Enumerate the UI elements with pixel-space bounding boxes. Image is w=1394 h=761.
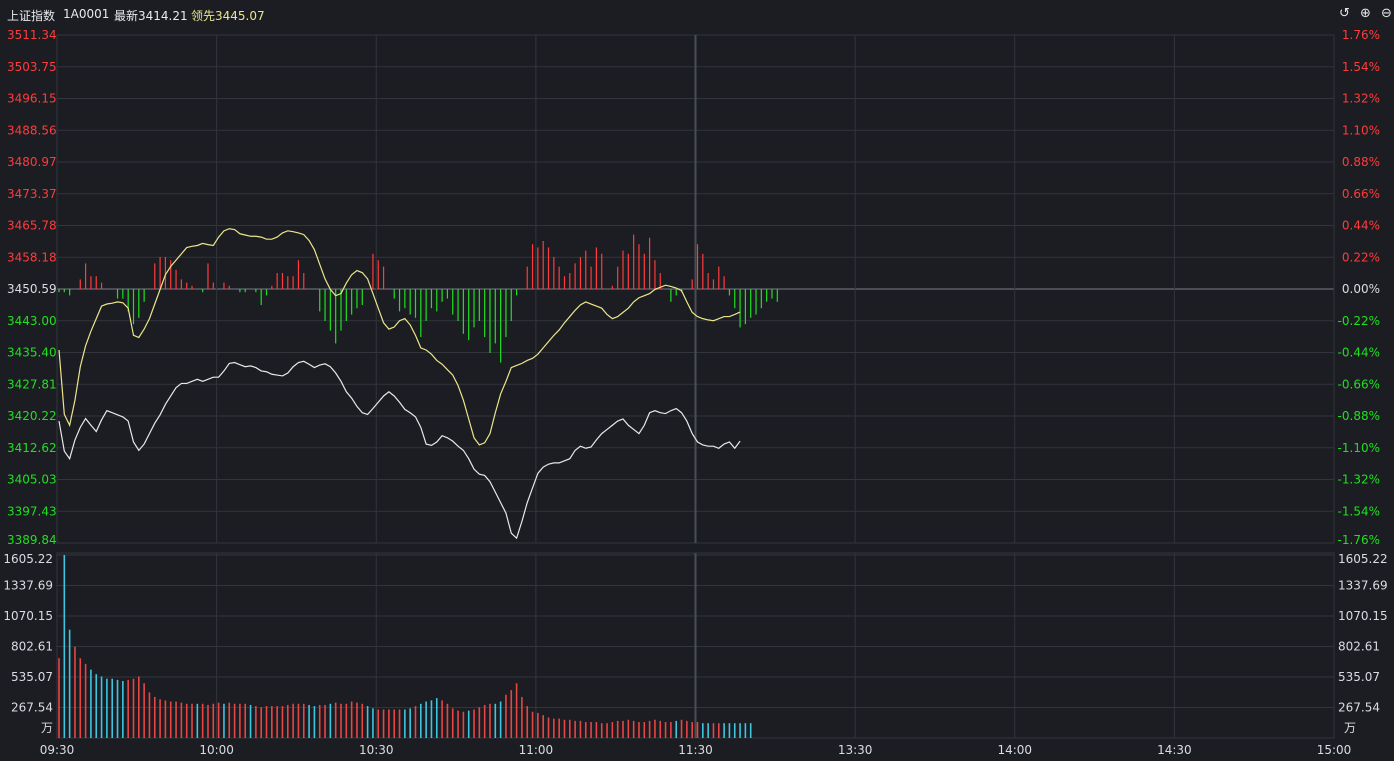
- volume-axis-right: 1605.22 1337.69 1070.15 802.61 535.07 267.54 万: [1338, 552, 1388, 735]
- price-tick-label: 3480.97: [7, 155, 57, 169]
- volume-tick-label: 1070.15: [3, 609, 53, 623]
- price-tick-label: 3435.40: [7, 346, 57, 360]
- time-tick-label: 14:00: [997, 743, 1032, 757]
- price-tick-label: 3427.81: [7, 377, 57, 391]
- time-tick-label: 11:00: [519, 743, 554, 757]
- volume-tick-label: 1605.22: [1338, 552, 1388, 566]
- percent-tick-label: -0.88%: [1338, 409, 1380, 423]
- price-tick-label: 3465.78: [7, 219, 57, 233]
- time-tick-label: 10:30: [359, 743, 394, 757]
- percent-tick-label: 1.32%: [1342, 92, 1380, 106]
- percent-tick-label: 1.10%: [1342, 123, 1380, 137]
- percent-tick-label: 1.54%: [1342, 60, 1380, 74]
- percent-tick-label: -1.54%: [1338, 504, 1380, 518]
- volume-unit-label: 万: [1344, 721, 1356, 735]
- price-tick-label: 3389.84: [7, 533, 57, 547]
- volume-tick-label: 1337.69: [1338, 578, 1388, 592]
- time-tick-label: 13:30: [838, 743, 873, 757]
- volume-tick-label: 802.61: [1338, 640, 1380, 654]
- percent-tick-label: 0.44%: [1342, 219, 1380, 233]
- price-tick-label: 3511.34: [7, 28, 57, 42]
- price-tick-label: 3412.62: [7, 441, 57, 455]
- strength-bars: [58, 234, 778, 363]
- undo-icon[interactable]: ↺: [1339, 6, 1350, 21]
- time-tick-label: 09:30: [40, 743, 75, 757]
- time-axis: 09:30 10:00 10:30 11:00 11:30 13:30 14:00 14:30…: [40, 743, 1352, 757]
- volume-tick-label: 267.54: [1338, 700, 1380, 714]
- volume-unit-label: 万: [41, 721, 53, 735]
- percent-tick-label: 0.66%: [1342, 187, 1380, 201]
- percent-tick-label: 0.00%: [1342, 282, 1380, 296]
- time-tick-label: 14:30: [1157, 743, 1192, 757]
- zoom-out-icon[interactable]: ⊖: [1381, 6, 1392, 21]
- price-tick-label: 3450.59: [7, 282, 57, 296]
- percent-tick-label: 0.88%: [1342, 155, 1380, 169]
- time-tick-label: 11:30: [678, 743, 713, 757]
- header-toolbar: ↺ ⊕ ⊖: [1337, 6, 1394, 22]
- price-tick-label: 3496.15: [7, 92, 57, 106]
- volume-tick-label: 535.07: [11, 670, 53, 684]
- time-tick-label: 15:00: [1317, 743, 1352, 757]
- price-tick-label: 3458.18: [7, 250, 57, 264]
- percent-tick-label: 0.22%: [1342, 250, 1380, 264]
- index-name: 上证指数: [7, 9, 56, 23]
- lead-index-label: 领先3445.07: [191, 9, 265, 23]
- volume-tick-label: 1070.15: [1338, 609, 1388, 623]
- time-tick-label: 10:00: [199, 743, 234, 757]
- price-line: [58, 360, 741, 540]
- grid-lines: [56, 34, 1335, 739]
- price-tick-label: 3473.37: [7, 187, 57, 201]
- percent-axis-right: 1.76% 1.54% 1.32% 1.10% 0.88% 0.66% 0.44% 0.22%…: [1338, 28, 1380, 547]
- price-tick-label: 3405.03: [7, 473, 57, 487]
- percent-tick-label: -1.76%: [1338, 533, 1380, 547]
- volume-tick-label: 802.61: [11, 640, 53, 654]
- price-axis-left: 3511.34 3503.75 3496.15 3488.56 3480.97 3473.…: [7, 28, 57, 547]
- percent-tick-label: -0.22%: [1338, 314, 1380, 328]
- chart-header: 上证指数 1A0001 最新3414.21 领先3445.07 ↺ ⊕ ⊖: [0, 0, 1394, 28]
- percent-tick-label: -0.44%: [1338, 346, 1380, 360]
- price-tick-label: 3397.43: [7, 504, 57, 518]
- volume-tick-label: 267.54: [11, 700, 53, 714]
- volume-tick-label: 1605.22: [3, 552, 53, 566]
- percent-tick-label: -0.66%: [1338, 377, 1380, 391]
- percent-tick-label: -1.32%: [1338, 473, 1380, 487]
- zoom-in-icon[interactable]: ⊕: [1360, 6, 1371, 21]
- volume-tick-label: 1337.69: [3, 578, 53, 592]
- percent-tick-label: 1.76%: [1342, 28, 1380, 42]
- volume-axis-left: 1605.22 1337.69 1070.15 802.61 535.07 267.54 万: [3, 552, 53, 735]
- latest-price-label: 最新3414.21: [114, 9, 188, 23]
- volume-tick-label: 535.07: [1338, 670, 1380, 684]
- price-tick-label: 3420.22: [7, 409, 57, 423]
- price-tick-label: 3488.56: [7, 123, 57, 137]
- volume-bars: [58, 555, 752, 738]
- lead-index-line: [58, 228, 741, 446]
- price-tick-label: 3503.75: [7, 60, 57, 74]
- price-tick-label: 3443.00: [7, 314, 57, 328]
- percent-tick-label: -1.10%: [1338, 441, 1380, 455]
- index-code: 1A0001: [63, 7, 110, 21]
